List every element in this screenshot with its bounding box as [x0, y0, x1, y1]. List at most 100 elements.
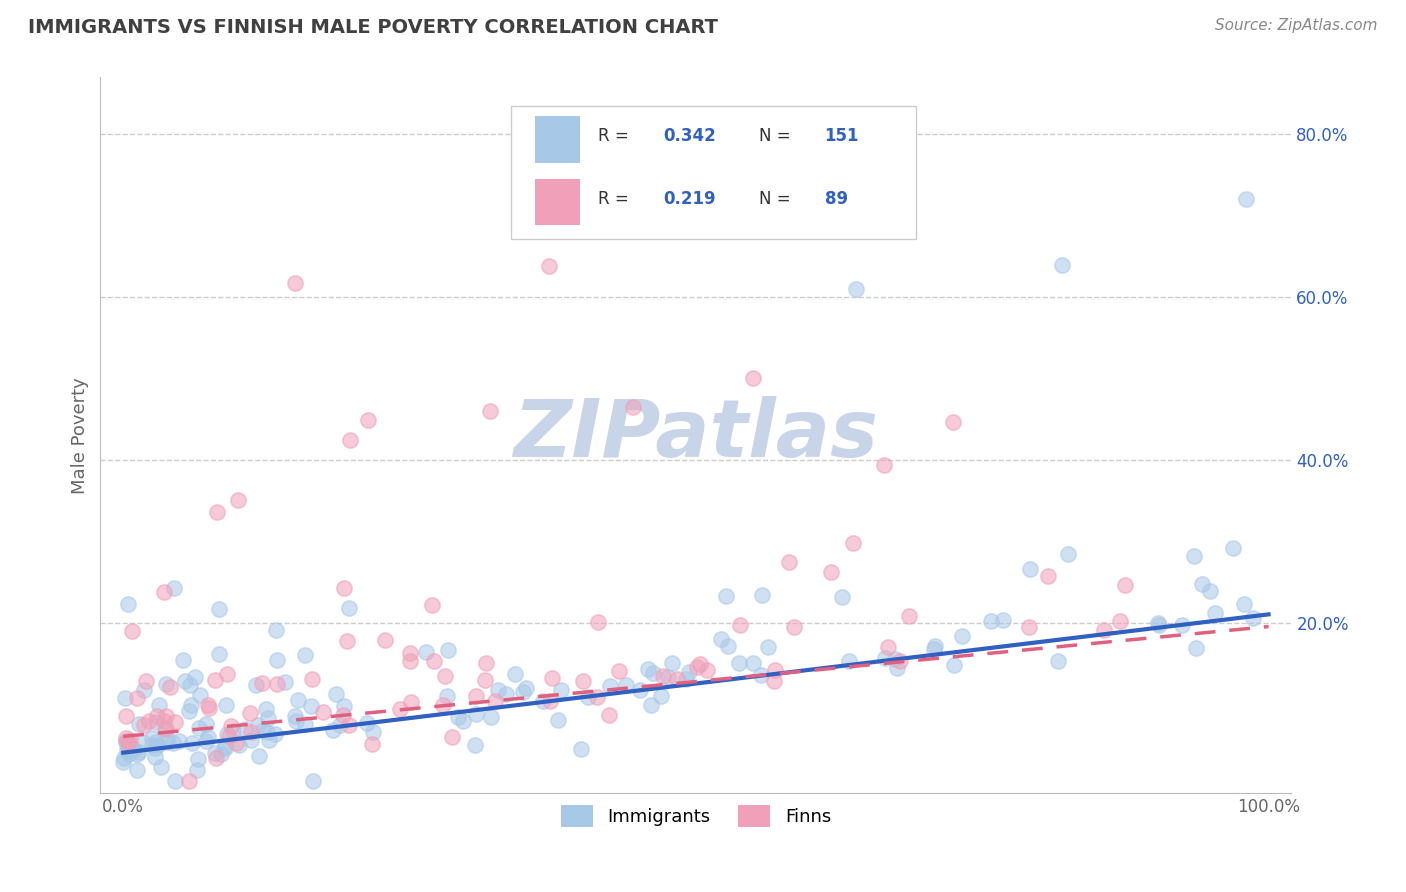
Point	[226, 493, 249, 508]
Point	[162, 736, 184, 750]
Point	[333, 581, 356, 595]
Point	[650, 689, 672, 703]
Point	[838, 654, 860, 668]
Point	[783, 620, 806, 634]
Point	[763, 663, 786, 677]
Legend: Immigrants, Finns: Immigrants, Finns	[554, 798, 838, 834]
Point	[128, 716, 150, 731]
Point	[464, 738, 486, 752]
Point	[208, 602, 231, 616]
Point	[256, 725, 278, 739]
Point	[186, 764, 208, 778]
Point	[122, 742, 145, 756]
Point	[183, 670, 205, 684]
Point	[264, 624, 287, 638]
Point	[1234, 193, 1257, 207]
Point	[434, 669, 457, 683]
Point	[218, 729, 240, 743]
Point	[188, 688, 211, 702]
Point	[301, 773, 323, 788]
Point	[1147, 616, 1170, 631]
Point	[221, 718, 243, 732]
Point	[127, 690, 149, 705]
Point	[128, 745, 150, 759]
Point	[155, 709, 177, 723]
Point	[159, 680, 181, 694]
Point	[465, 706, 488, 721]
Point	[1191, 576, 1213, 591]
Point	[741, 656, 763, 670]
Point	[285, 714, 308, 728]
Point	[361, 725, 384, 739]
Point	[114, 731, 136, 745]
Point	[538, 259, 561, 273]
Point	[717, 639, 740, 653]
Point	[117, 735, 139, 749]
Point	[1204, 606, 1226, 620]
Point	[117, 747, 139, 762]
Point	[689, 657, 711, 671]
Point	[322, 723, 344, 737]
Point	[356, 716, 378, 731]
Point	[215, 698, 238, 712]
Point	[436, 689, 458, 703]
Point	[678, 665, 700, 679]
Point	[143, 750, 166, 764]
Point	[284, 276, 307, 290]
Point	[325, 688, 347, 702]
Point	[820, 565, 842, 579]
Text: R =: R =	[598, 128, 634, 145]
Point	[204, 673, 226, 688]
Point	[547, 713, 569, 727]
Point	[155, 721, 177, 735]
Point	[437, 643, 460, 657]
Point	[727, 656, 749, 670]
Text: R =: R =	[598, 190, 634, 208]
Point	[114, 691, 136, 706]
Point	[180, 698, 202, 712]
Point	[284, 709, 307, 723]
Point	[112, 755, 135, 769]
Point	[541, 671, 564, 685]
Point	[399, 695, 422, 709]
Point	[132, 717, 155, 731]
Point	[117, 735, 139, 749]
Point	[696, 664, 718, 678]
Text: N =: N =	[759, 190, 796, 208]
Point	[599, 679, 621, 693]
Point	[145, 709, 167, 723]
Point	[339, 601, 361, 615]
FancyBboxPatch shape	[536, 116, 581, 162]
Point	[1018, 620, 1040, 634]
Point	[873, 458, 896, 473]
Text: 89: 89	[824, 190, 848, 208]
Point	[115, 735, 138, 749]
Point	[1052, 258, 1074, 272]
Point	[710, 632, 733, 646]
Point	[217, 727, 239, 741]
Point	[222, 723, 245, 738]
Point	[205, 505, 228, 519]
Point	[778, 555, 800, 569]
Point	[1036, 569, 1059, 583]
Point	[432, 698, 454, 712]
Text: IMMIGRANTS VS FINNISH MALE POVERTY CORRELATION CHART: IMMIGRANTS VS FINNISH MALE POVERTY CORRE…	[28, 18, 718, 37]
Text: Source: ZipAtlas.com: Source: ZipAtlas.com	[1215, 18, 1378, 33]
Point	[686, 660, 709, 674]
Point	[177, 774, 200, 789]
Point	[614, 678, 637, 692]
Point	[117, 743, 139, 757]
Point	[651, 669, 673, 683]
Point	[287, 693, 309, 707]
Point	[155, 677, 177, 691]
Point	[875, 651, 897, 665]
Point	[208, 647, 231, 661]
Point	[155, 722, 177, 736]
Point	[465, 689, 488, 703]
Point	[240, 732, 263, 747]
Point	[329, 718, 352, 732]
Point	[339, 433, 361, 447]
Point	[374, 633, 396, 648]
Point	[117, 597, 139, 611]
Point	[141, 731, 163, 745]
